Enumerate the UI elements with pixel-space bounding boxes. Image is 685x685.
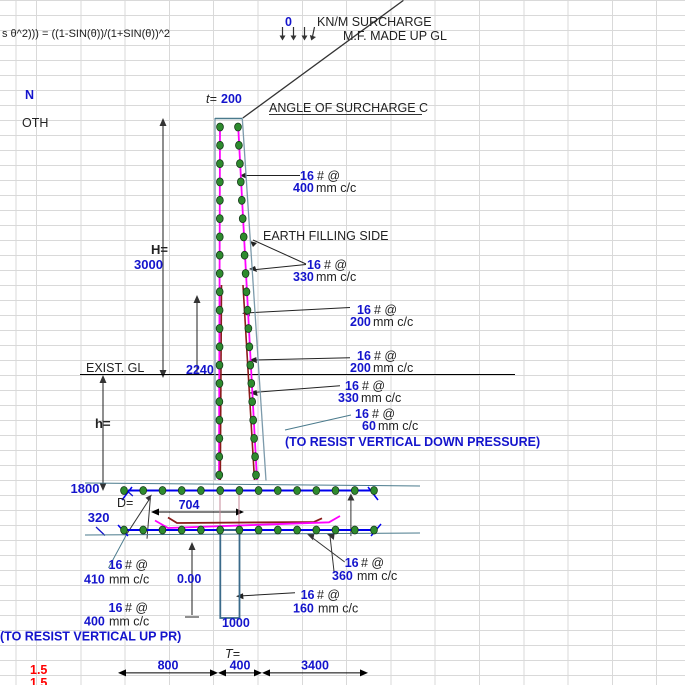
svg-text:mm c/c: mm c/c [316, 181, 356, 195]
svg-text:410: 410 [84, 573, 105, 587]
svg-text:1.5: 1.5 [30, 663, 47, 677]
svg-text:mm c/c: mm c/c [109, 615, 149, 629]
svg-text:EXIST. GL: EXIST. GL [86, 361, 144, 375]
svg-text:1800: 1800 [71, 481, 100, 496]
svg-text:mm c/c: mm c/c [109, 573, 149, 587]
svg-text:1.5: 1.5 [30, 676, 47, 685]
svg-text:3400: 3400 [301, 659, 329, 673]
svg-text:(TO RESIST VERTICAL UP PR): (TO RESIST VERTICAL UP PR) [0, 630, 181, 644]
svg-text:OTH: OTH [22, 116, 48, 130]
svg-text:16: 16 [301, 588, 315, 602]
svg-text:mm c/c: mm c/c [373, 315, 413, 329]
svg-text:16: 16 [109, 601, 123, 615]
svg-text:D=: D= [117, 496, 133, 510]
svg-text:2240: 2240 [186, 363, 214, 377]
svg-text:800: 800 [158, 659, 179, 673]
svg-text:0: 0 [285, 15, 292, 29]
svg-text:ANGLE OF SURCHARGE C: ANGLE OF SURCHARGE C [269, 101, 428, 115]
svg-text:t=: t= [206, 92, 217, 106]
svg-text:160: 160 [293, 602, 314, 616]
svg-text:360: 360 [332, 569, 353, 583]
svg-text:s θ^2))) = ((1-SIN(θ))/(1+SIN(: s θ^2))) = ((1-SIN(θ))/(1+SIN(θ))^2 [2, 28, 170, 40]
svg-text:200: 200 [221, 92, 242, 106]
svg-text:H=: H= [151, 242, 168, 257]
svg-text:400: 400 [230, 659, 251, 673]
svg-text:(TO RESIST VERTICAL DOWN PRESS: (TO RESIST VERTICAL DOWN PRESSURE) [285, 435, 540, 449]
svg-text:h=: h= [95, 416, 111, 431]
svg-text:200: 200 [350, 315, 371, 329]
svg-text:0.00: 0.00 [177, 572, 201, 586]
svg-text:320: 320 [88, 510, 110, 525]
svg-text:KN/M SURCHARGE: KN/M SURCHARGE [317, 15, 432, 29]
svg-text:EARTH FILLING SIDE: EARTH FILLING SIDE [263, 229, 389, 243]
svg-text:mm c/c: mm c/c [318, 602, 358, 616]
svg-text:mm c/c: mm c/c [373, 361, 413, 375]
svg-text:N: N [25, 88, 34, 102]
svg-text:# @: # @ [125, 558, 148, 572]
svg-text:60: 60 [362, 419, 376, 433]
svg-text:704: 704 [179, 498, 200, 512]
svg-text:mm c/c: mm c/c [316, 270, 356, 284]
svg-text:mm c/c: mm c/c [361, 391, 401, 405]
svg-text:mm c/c: mm c/c [378, 419, 418, 433]
svg-text:# @: # @ [125, 601, 148, 615]
svg-text:1000: 1000 [222, 616, 250, 630]
svg-text:3000: 3000 [134, 257, 163, 272]
svg-text:16: 16 [109, 558, 123, 572]
svg-text:# @: # @ [317, 588, 340, 602]
svg-text:# @: # @ [361, 556, 384, 570]
svg-text:400: 400 [84, 615, 105, 629]
svg-text:400: 400 [293, 181, 314, 195]
svg-text:330: 330 [293, 270, 314, 284]
svg-text:M.F. MADE UP GL: M.F. MADE UP GL [343, 29, 447, 43]
svg-text:16: 16 [345, 556, 359, 570]
svg-text:330: 330 [338, 391, 359, 405]
svg-text:mm c/c: mm c/c [357, 569, 397, 583]
svg-text:200: 200 [350, 361, 371, 375]
